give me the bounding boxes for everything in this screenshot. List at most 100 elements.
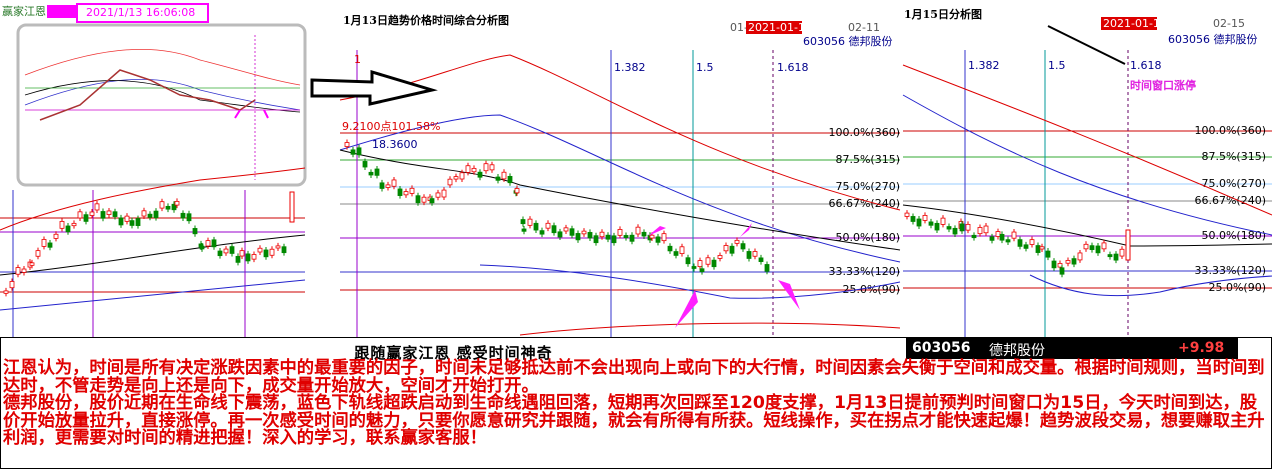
candle (205, 240, 211, 247)
candle (199, 245, 205, 250)
candle (397, 188, 403, 196)
candle (581, 230, 587, 235)
paragraphs: 江恩认为，时间是所有决定涨跌因素中的最重要的因子，时间未足够抵达前不会出现向上或… (3, 358, 1269, 448)
candle (47, 242, 53, 248)
candle (635, 226, 641, 235)
ticker: 603056 德邦股份 +9.98 (906, 338, 1238, 359)
level-label: 75.0%(270) (835, 180, 900, 193)
candle (1051, 260, 1057, 269)
candle (946, 226, 952, 230)
candle (15, 267, 21, 275)
candle (21, 268, 27, 273)
fib-label: 1.382 (614, 61, 646, 74)
candle (29, 262, 35, 266)
candle (71, 222, 77, 227)
candle (699, 268, 705, 273)
level-label: 50.0%(180) (1201, 229, 1266, 242)
candle (539, 230, 545, 235)
candle (717, 255, 723, 259)
trend-curve (0, 234, 306, 276)
candle (174, 200, 180, 206)
candle (83, 214, 89, 222)
candle (147, 213, 153, 218)
candle (441, 189, 447, 198)
candle (533, 222, 539, 231)
ticker-code: 603056 (912, 340, 971, 356)
candle (447, 178, 453, 186)
candle (1107, 254, 1113, 258)
candle (655, 236, 661, 243)
candle (569, 228, 575, 236)
candle (1039, 246, 1045, 250)
candle (35, 250, 41, 257)
date-label: 02-11 (848, 21, 880, 34)
marker: 1 (354, 53, 361, 66)
candle (409, 187, 415, 194)
candle (617, 229, 623, 236)
candle (649, 234, 655, 239)
candle (135, 218, 141, 226)
paragraph: 江恩认为，时间是所有决定涨跌因素中的最重要的因子，时间未足够抵达前不会出现向上或… (3, 358, 1265, 396)
trend-curve (902, 64, 1272, 216)
candle (752, 251, 758, 257)
candle (223, 248, 229, 254)
stock-label: 603056 德邦股份 (803, 34, 893, 48)
level-label: 66.67%(240) (828, 197, 900, 210)
candle (557, 231, 563, 238)
candle (391, 179, 397, 187)
candle (1065, 260, 1071, 264)
candle (217, 250, 223, 257)
candle (269, 248, 275, 256)
candle (711, 259, 717, 268)
candle (350, 149, 356, 155)
candle (587, 232, 593, 239)
candle (1059, 267, 1065, 275)
fib-label: 1.618 (1130, 59, 1162, 72)
level-label: 25.0%(90) (842, 283, 900, 296)
date-label: 02-15 (1213, 17, 1245, 30)
candle (3, 290, 9, 294)
candle (623, 235, 629, 239)
candle (192, 228, 198, 235)
candle (421, 196, 427, 203)
candle (186, 213, 192, 222)
candle (1023, 244, 1029, 249)
candle (1119, 248, 1125, 257)
candle (229, 246, 235, 254)
candle (977, 227, 983, 235)
candle (374, 168, 380, 176)
candle (1011, 231, 1017, 239)
candle (922, 215, 928, 221)
candle (1077, 252, 1083, 261)
candle (281, 246, 287, 254)
candle (100, 211, 106, 219)
candle (89, 211, 95, 216)
candle (1101, 242, 1107, 250)
candle (235, 255, 241, 263)
candle (959, 223, 965, 232)
candle (495, 176, 501, 181)
candle (1071, 258, 1077, 265)
trend-curve (339, 149, 901, 251)
candle (545, 222, 551, 229)
level-label: 87.5%(315) (835, 153, 900, 166)
charts: 赢家江恩 2021/1/13 16:06:08 1月13日趋势价格时间综合分析图… (0, 3, 1272, 337)
trend-curve (902, 204, 1272, 247)
candle (153, 210, 159, 219)
candle (453, 176, 459, 180)
candle (661, 233, 667, 242)
candle (124, 215, 130, 222)
candle (289, 191, 295, 223)
candle (477, 171, 483, 178)
right-title: 1月15日分析图 (904, 7, 982, 21)
candle (429, 198, 435, 204)
candle (9, 281, 15, 289)
candle (459, 172, 465, 180)
candle (344, 142, 350, 147)
candle (734, 239, 740, 244)
candle (1017, 239, 1023, 247)
candle (362, 161, 368, 168)
candle (697, 260, 703, 267)
timestamp: 2021/1/13 16:06:08 (86, 6, 195, 19)
